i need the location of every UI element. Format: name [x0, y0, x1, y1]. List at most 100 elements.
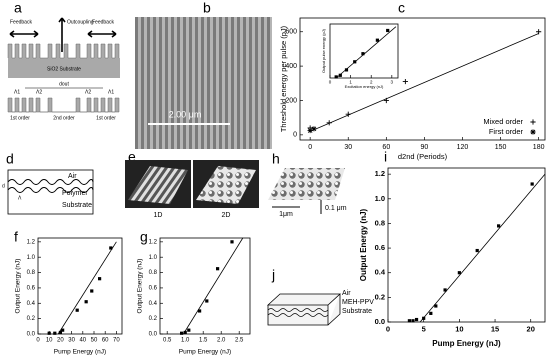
- waves: [7, 179, 94, 193]
- fit-line: [419, 173, 546, 323]
- data-point: [475, 248, 479, 253]
- legend-marker: [530, 119, 536, 125]
- y-tick-label: 0.4: [375, 268, 386, 277]
- data-point: [338, 73, 342, 77]
- data-point: [434, 304, 438, 308]
- data-point: [84, 300, 88, 304]
- x-tick-label: 60: [102, 338, 109, 344]
- x-tick-label: 180: [533, 144, 545, 151]
- y-tick-label: 0.8: [375, 218, 385, 227]
- annotation: Substrate: [342, 308, 372, 315]
- x-axis-label: Excitation energy (nJ): [345, 84, 384, 89]
- x-tick-label: 70: [113, 338, 120, 344]
- x-tick-label: 90: [421, 144, 429, 151]
- plot-frame: [329, 23, 399, 79]
- panel-label: j: [271, 267, 275, 283]
- data-point: [429, 311, 433, 315]
- afm-surface: [196, 166, 256, 204]
- panel-label: d: [6, 151, 14, 167]
- panel-label: h: [272, 151, 280, 167]
- afm-surface: [268, 168, 345, 200]
- y-tick-label: 0: [293, 132, 297, 139]
- grating: [7, 97, 120, 113]
- x-tick-label: 2.5: [235, 338, 244, 344]
- data-point: [307, 127, 313, 134]
- panel-label: i: [384, 149, 387, 165]
- plot-frame: [299, 17, 546, 141]
- x-axis-label: Pump Energy (nJ): [54, 349, 106, 356]
- data-point: [311, 126, 317, 132]
- panel-label: f: [14, 229, 18, 245]
- annotation: Air: [68, 173, 77, 180]
- x-tick-label: 20: [527, 324, 535, 333]
- data-point: [383, 97, 389, 104]
- annotation: Λ: [18, 195, 22, 201]
- data-point: [47, 331, 51, 335]
- x-tick-label: 30: [344, 144, 352, 151]
- x-tick-label: 3: [391, 80, 394, 85]
- annotation: Λ1: [108, 89, 114, 95]
- annotation: Outcoupling: [67, 19, 94, 25]
- panel-label: g: [140, 229, 148, 245]
- scale-bar: [272, 200, 322, 214]
- x-tick-label: 2.0: [217, 338, 226, 344]
- data-point: [411, 319, 415, 323]
- annotation: 2D: [222, 212, 231, 219]
- data-point: [386, 28, 390, 33]
- data-point: [98, 277, 102, 281]
- data-point: [326, 120, 332, 126]
- x-tick-label: 40: [79, 338, 86, 344]
- y-tick-label: 1.2: [375, 169, 385, 178]
- annotation: Λ2: [36, 89, 42, 95]
- y-tick-label: 0.0: [375, 317, 385, 326]
- annotation: Polymer: [62, 190, 88, 197]
- annotation: Feedback: [10, 19, 32, 25]
- panel-label: a: [14, 0, 22, 16]
- y-axis-label: Output pulse energy (pJ): [321, 28, 326, 73]
- x-tick-label: 120: [457, 144, 469, 151]
- x-tick-label: 5: [422, 324, 426, 333]
- y-tick-label: 1.0: [375, 194, 385, 203]
- y-tick-label: 200: [285, 97, 297, 104]
- x-axis-label: Pump Energy (nJ): [179, 349, 231, 356]
- annotation: Substrate: [62, 202, 92, 209]
- x-tick-label: 0: [308, 144, 312, 151]
- x-tick-label: 150: [495, 144, 507, 151]
- sem-image: [135, 17, 272, 149]
- panel-d: d Air Polymer Substrate d Λ: [2, 151, 94, 215]
- data-point: [183, 330, 187, 335]
- x-tick-label: 20: [57, 338, 64, 344]
- panel-h: h 1μm 0.1 μm: [268, 151, 347, 218]
- y-tick-label: 0.2: [27, 316, 36, 322]
- x-tick-label: 1: [349, 80, 352, 85]
- fit-line: [57, 241, 117, 335]
- annotation: Λ2: [85, 89, 91, 95]
- y-tick-label: 0.8: [149, 270, 158, 276]
- y-tick-label: 1.2: [149, 239, 158, 245]
- annotation: 0.1 μm: [325, 205, 347, 212]
- y-tick-label: 0.6: [149, 285, 158, 291]
- y-axis-label: Output Energy (nJ): [359, 208, 368, 281]
- y-axis-label: Output Energy (nJ): [15, 259, 22, 314]
- data-point: [216, 267, 220, 271]
- annotation: Λ1: [14, 89, 20, 95]
- waves: [267, 308, 329, 317]
- x-tick-label: 1.5: [199, 338, 208, 344]
- arrows: [9, 17, 117, 52]
- data-point: [230, 240, 234, 244]
- data-point: [198, 309, 202, 313]
- data-point: [58, 330, 62, 335]
- data-point: [187, 328, 191, 332]
- data-point: [180, 331, 184, 335]
- annotation: MEH-PPV: [342, 299, 374, 306]
- panel-e: e 1D 2D: [125, 149, 259, 219]
- data-point: [334, 75, 338, 79]
- panel-b: b 2.00 μm: [135, 0, 272, 149]
- data-point: [457, 271, 461, 275]
- plot-frame: [37, 237, 123, 335]
- panel-label: c: [398, 0, 405, 16]
- y-tick-label: 0.0: [27, 332, 36, 338]
- y-tick-label: 1.2: [27, 239, 36, 245]
- x-tick-label: 10: [46, 338, 53, 344]
- y-axis-label: Threshold energy per pulse (pJ): [279, 25, 288, 132]
